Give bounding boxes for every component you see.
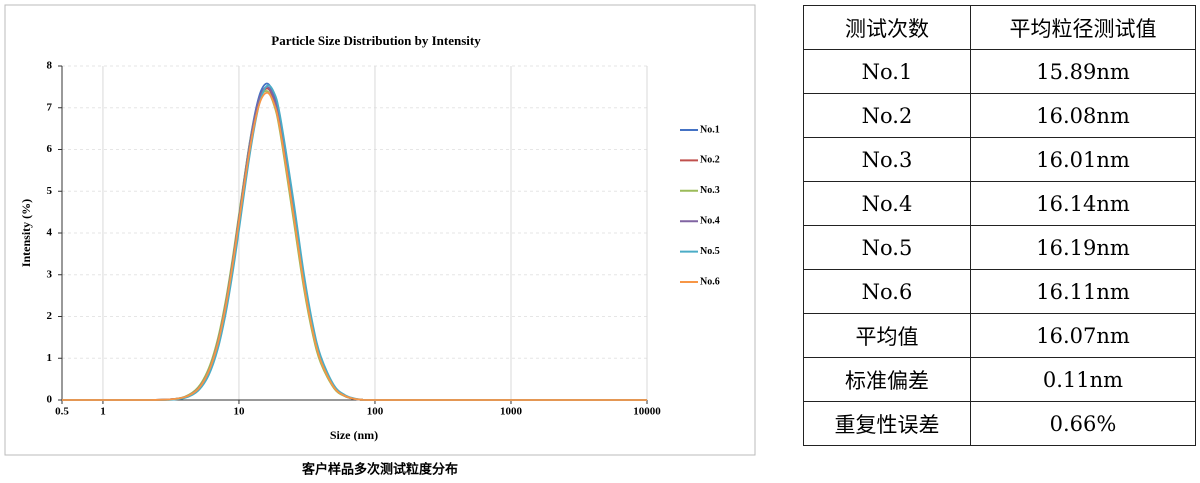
table-cell: 平均粒径测试值 xyxy=(970,5,1196,50)
table-row: 测试次数 平均粒径测试值 xyxy=(803,5,1196,50)
table-cell: 平均值 xyxy=(803,313,971,358)
x-tick-label: 100 xyxy=(367,406,384,418)
table-cell: 16.01nm xyxy=(970,137,1196,182)
legend-label: No.4 xyxy=(700,215,720,226)
y-axis-label: Intensity (%) xyxy=(19,199,33,267)
x-tick-label: 1000 xyxy=(500,406,523,418)
table-cell: 测试次数 xyxy=(803,5,971,50)
table-row: 平均值 16.07nm xyxy=(803,313,1196,358)
series-line xyxy=(62,91,647,401)
table-cell: 16.07nm xyxy=(970,313,1196,358)
x-axis-label: Size (nm) xyxy=(330,428,378,442)
table-row: No.2 16.08nm xyxy=(803,93,1196,138)
caption: 客户样品多次测试粒度分布 xyxy=(302,462,458,478)
y-tick-label: 4 xyxy=(47,227,53,239)
x-tick-label: 1 xyxy=(100,406,106,418)
x-tick-label: 10000 xyxy=(633,406,661,418)
table-row: 重复性误差 0.66% xyxy=(803,401,1196,446)
legend-label: No.5 xyxy=(700,246,720,257)
table-row: 标准偏差 0.11nm xyxy=(803,357,1196,402)
chart-frame xyxy=(4,4,756,456)
table-cell: 16.14nm xyxy=(970,181,1196,226)
table-cell: 标准偏差 xyxy=(803,357,971,402)
result-table: 测试次数 平均粒径测试值 No.1 15.89nm No.2 16.08nm No.3 16.… xyxy=(803,5,1196,446)
y-tick-label: 3 xyxy=(47,268,53,280)
x-tick-label: 10 xyxy=(233,406,245,418)
table-cell: No.5 xyxy=(803,225,971,270)
table-cell: 16.08nm xyxy=(970,93,1196,138)
table-cell: No.1 xyxy=(803,49,971,94)
table-row: No.4 16.14nm xyxy=(803,181,1196,226)
x-tick-label: 0.5 xyxy=(55,406,69,418)
table-cell: 0.66% xyxy=(970,401,1196,446)
legend-label: No.1 xyxy=(700,124,720,135)
y-tick-label: 5 xyxy=(47,185,53,197)
table-row: No.1 15.89nm xyxy=(803,49,1196,94)
chart: Particle Size Distribution by Intensity … xyxy=(4,4,756,478)
table-cell: 16.19nm xyxy=(970,225,1196,270)
table-cell: No.6 xyxy=(803,269,971,314)
table-cell: 15.89nm xyxy=(970,49,1196,94)
y-tick-label: 0 xyxy=(47,394,53,406)
table-row: No.6 16.11nm xyxy=(803,269,1196,314)
legend-label: No.3 xyxy=(700,185,720,196)
table-row: No.3 16.01nm xyxy=(803,137,1196,182)
chart-title: Particle Size Distribution by Intensity xyxy=(271,33,481,48)
y-tick-label: 8 xyxy=(47,60,53,72)
table-cell: No.2 xyxy=(803,93,971,138)
table-row: No.5 16.19nm xyxy=(803,225,1196,270)
y-tick-label: 1 xyxy=(47,352,53,364)
table-cell: 重复性误差 xyxy=(803,401,971,446)
table-cell: 0.11nm xyxy=(970,357,1196,402)
legend-label: No.2 xyxy=(700,155,720,166)
y-tick-label: 2 xyxy=(47,310,53,322)
y-tick-label: 6 xyxy=(47,143,53,155)
legend-label: No.6 xyxy=(700,276,720,287)
table-cell: No.3 xyxy=(803,137,971,182)
y-tick-label: 7 xyxy=(47,101,53,113)
table-cell: 16.11nm xyxy=(970,269,1196,314)
table-cell: No.4 xyxy=(803,181,971,226)
